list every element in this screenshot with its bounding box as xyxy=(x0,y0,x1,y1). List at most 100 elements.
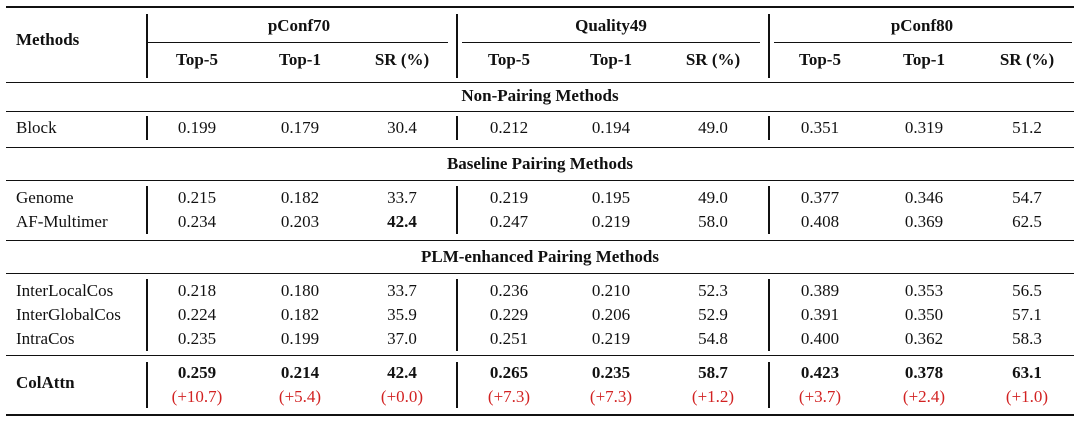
table-cell: 0.224 xyxy=(177,305,217,324)
table-cell: 54.7 xyxy=(1012,188,1042,207)
section-title-rule xyxy=(6,111,1074,112)
column-divider xyxy=(768,279,770,351)
method-name: InterGlobalCos xyxy=(16,305,121,324)
table-cell-colattn: 0.265 xyxy=(489,363,529,382)
subcolumn-header: SR (%) xyxy=(374,50,430,69)
top-rule xyxy=(6,6,1074,8)
table-cell: 0.362 xyxy=(904,329,944,348)
bottom-rule xyxy=(6,414,1074,416)
table-cell: 0.199 xyxy=(177,118,217,137)
column-divider xyxy=(456,362,458,408)
improvement-delta: (+10.7) xyxy=(171,387,223,406)
table-cell: 0.219 xyxy=(591,329,631,348)
section-bottom-rule xyxy=(6,147,1074,148)
method-name: InterLocalCos xyxy=(16,281,114,300)
table-cell: 0.350 xyxy=(904,305,944,324)
subcolumn-header: Top-5 xyxy=(799,50,841,69)
table-cell: 0.353 xyxy=(904,281,944,300)
column-divider xyxy=(456,14,458,78)
column-divider xyxy=(456,116,458,140)
table-cell-colattn: 0.214 xyxy=(280,363,320,382)
table-cell: 49.0 xyxy=(698,188,728,207)
table-cell-colattn: 42.4 xyxy=(387,363,417,382)
group-header-pconf80: pConf80 xyxy=(890,16,954,35)
table-cell: 0.212 xyxy=(489,118,529,137)
table-cell-colattn: 0.259 xyxy=(177,363,217,382)
section-title: Non-Pairing Methods xyxy=(461,86,619,105)
subcolumn-header: Top-1 xyxy=(279,50,321,69)
method-name-colattn: ColAttn xyxy=(16,373,75,392)
header-bottom-rule xyxy=(6,82,1074,83)
method-name: Block xyxy=(16,118,57,137)
column-divider xyxy=(146,279,148,351)
improvement-delta: (+1.2) xyxy=(691,387,735,406)
table-cell-colattn: 0.423 xyxy=(800,363,840,382)
improvement-delta: (+0.0) xyxy=(380,387,424,406)
table-cell: 0.218 xyxy=(177,281,217,300)
column-divider xyxy=(768,186,770,234)
section-bottom-rule xyxy=(6,240,1074,241)
table-cell: 51.2 xyxy=(1012,118,1042,137)
table-cell: 0.234 xyxy=(177,212,217,231)
table-cell: 0.377 xyxy=(800,188,840,207)
subcolumn-header: Top-5 xyxy=(488,50,530,69)
column-divider xyxy=(456,279,458,351)
table-cell: 35.9 xyxy=(387,305,417,324)
group-underline xyxy=(148,42,448,43)
group-header-pconf70: pConf70 xyxy=(267,16,331,35)
table-cell: 56.5 xyxy=(1012,281,1042,300)
table-cell: 0.215 xyxy=(177,188,217,207)
table-cell: 0.219 xyxy=(591,212,631,231)
table-cell: 0.195 xyxy=(591,188,631,207)
group-underline xyxy=(462,42,760,43)
section-title: Baseline Pairing Methods xyxy=(446,154,634,173)
table-cell: 37.0 xyxy=(387,329,417,348)
method-name: AF-Multimer xyxy=(16,212,108,231)
improvement-delta: (+5.4) xyxy=(278,387,322,406)
subcolumn-header: Top-1 xyxy=(590,50,632,69)
group-underline xyxy=(774,42,1072,43)
table-cell: 52.3 xyxy=(698,281,728,300)
improvement-delta: (+7.3) xyxy=(487,387,531,406)
table-cell: 0.199 xyxy=(280,329,320,348)
table-cell: 0.210 xyxy=(591,281,631,300)
table-cell: 0.229 xyxy=(489,305,529,324)
subcolumn-header: Top-1 xyxy=(903,50,945,69)
table-cell-colattn: 0.378 xyxy=(904,363,944,382)
column-divider xyxy=(768,116,770,140)
improvement-delta: (+7.3) xyxy=(589,387,633,406)
subcolumn-header: SR (%) xyxy=(685,50,741,69)
improvement-delta: (+2.4) xyxy=(902,387,946,406)
table-cell: 0.182 xyxy=(280,305,320,324)
table-cell: 0.369 xyxy=(904,212,944,231)
table-cell: 0.351 xyxy=(800,118,840,137)
column-divider xyxy=(146,362,148,408)
column-divider xyxy=(146,186,148,234)
table-cell: 0.400 xyxy=(800,329,840,348)
table-cell: 0.194 xyxy=(591,118,631,137)
table-cell: 58.3 xyxy=(1012,329,1042,348)
column-divider xyxy=(456,186,458,234)
table-cell: 0.236 xyxy=(489,281,529,300)
table-cell-colattn: 58.7 xyxy=(698,363,728,382)
subcolumn-header: SR (%) xyxy=(999,50,1055,69)
table-cell: 0.408 xyxy=(800,212,840,231)
method-name: Genome xyxy=(16,188,74,207)
table-cell: 54.8 xyxy=(698,329,728,348)
table-cell: 0.346 xyxy=(904,188,944,207)
section-bottom-rule xyxy=(6,355,1074,356)
section-title-rule xyxy=(6,273,1074,274)
column-divider xyxy=(768,362,770,408)
table-cell: 33.7 xyxy=(387,188,417,207)
table-cell: 0.319 xyxy=(904,118,944,137)
table-cell: 0.206 xyxy=(591,305,631,324)
table-cell: 49.0 xyxy=(698,118,728,137)
section-title-rule xyxy=(6,180,1074,181)
table-cell: 0.219 xyxy=(489,188,529,207)
table-cell: 33.7 xyxy=(387,281,417,300)
table-cell: 0.180 xyxy=(280,281,320,300)
group-header-quality49: Quality49 xyxy=(575,16,647,35)
table-cell: 0.247 xyxy=(489,212,529,231)
table-cell: 0.391 xyxy=(800,305,840,324)
